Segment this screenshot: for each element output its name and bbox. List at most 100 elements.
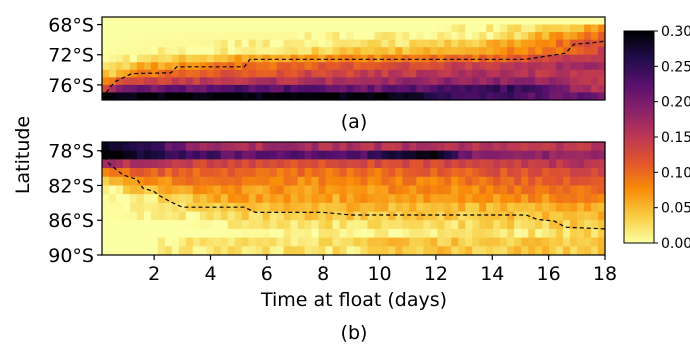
heatmap-cell [437, 194, 445, 204]
heatmap-cell [339, 168, 348, 178]
colorbar-tick-label: 0.20 [661, 95, 690, 111]
heatmap-cell [465, 176, 473, 186]
heatmap-cell [136, 159, 145, 169]
heatmap-cell [318, 69, 327, 78]
heatmap-cell [332, 194, 341, 204]
heatmap-cell [500, 84, 508, 93]
heatmap-cell [507, 142, 515, 152]
heatmap-cell [388, 194, 397, 204]
heatmap-cell [402, 168, 410, 178]
heatmap-cell [178, 246, 187, 256]
heatmap-cell [577, 185, 585, 195]
heatmap-cell [262, 211, 271, 221]
heatmap-cell [185, 185, 194, 195]
heatmap-cell [535, 39, 543, 48]
heatmap-cell [143, 62, 152, 71]
heatmap-cell [465, 202, 473, 212]
heatmap-cell [542, 168, 550, 178]
heatmap-cell [423, 202, 431, 212]
heatmap-cell [269, 211, 278, 221]
heatmap-cell [514, 77, 522, 86]
heatmap-cell [108, 246, 117, 256]
heatmap-cell [402, 194, 410, 204]
heatmap-cell [549, 168, 557, 178]
heatmap-cell [430, 168, 438, 178]
heatmap-cell [206, 150, 215, 160]
heatmap-cell [332, 69, 341, 78]
heatmap-cell [269, 17, 278, 25]
heatmap-cell [199, 84, 208, 93]
heatmap-cell [325, 92, 334, 101]
heatmap-cell [472, 202, 480, 212]
heatmap-cell [122, 228, 131, 239]
heatmap-cell [507, 211, 515, 221]
heatmap-cell [514, 24, 522, 33]
heatmap-cell [367, 159, 376, 169]
heatmap-cell [437, 77, 445, 86]
heatmap-cell [500, 69, 508, 78]
heatmap-cell [521, 47, 529, 56]
heatmap-cell [178, 47, 187, 56]
heatmap-cell [304, 168, 313, 178]
heatmap-cell [311, 194, 320, 204]
heatmap-cell [472, 47, 480, 56]
heatmap-cell [234, 246, 243, 256]
heatmap-cell [206, 228, 215, 239]
heatmap-cell [514, 246, 522, 256]
heatmap-cell [479, 176, 487, 186]
heatmap-cell [388, 92, 397, 101]
heatmap-cell [416, 194, 424, 204]
heatmap-cell [220, 39, 229, 48]
heatmap-cell [276, 142, 285, 152]
heatmap-cell [521, 237, 529, 247]
heatmap-cell [395, 246, 404, 256]
heatmap-cell [234, 142, 243, 152]
heatmap-cell [514, 159, 522, 169]
heatmap-cell [220, 142, 229, 152]
heatmap-cell [129, 246, 138, 256]
heatmap-cell [584, 176, 592, 186]
heatmap-cell [374, 69, 383, 78]
heatmap-cell [584, 92, 592, 101]
heatmap-cell [262, 32, 271, 41]
heatmap-cell [269, 47, 278, 56]
heatmap-cell [276, 194, 285, 204]
heatmap-cell [444, 176, 452, 186]
heatmap-cell [150, 84, 159, 93]
heatmap-cell [136, 220, 145, 230]
heatmap-cell [227, 202, 236, 212]
heatmap-cell [472, 228, 480, 239]
heatmap-cell [206, 237, 215, 247]
heatmap-cell [423, 47, 431, 56]
heatmap-cell [374, 220, 383, 230]
heatmap-cell [143, 228, 152, 239]
heatmap-cell [388, 202, 397, 212]
heatmap-cell [283, 62, 292, 71]
heatmap-cell [220, 84, 229, 93]
heatmap-cell [269, 77, 278, 86]
heatmap-cell [255, 228, 264, 239]
heatmap-cell [227, 32, 236, 41]
heatmap-cell [318, 246, 327, 256]
heatmap-cell [122, 77, 131, 86]
heatmap-cell [402, 17, 410, 25]
heatmap-cell [143, 237, 152, 247]
heatmap-cell [556, 228, 564, 239]
heatmap-cell [171, 194, 180, 204]
heatmap-cell [276, 92, 285, 101]
heatmap-cell [283, 54, 292, 63]
heatmap-cell [479, 62, 487, 71]
heatmap-cell [388, 185, 397, 195]
heatmap-cell [514, 142, 522, 152]
heatmap-cell [549, 150, 557, 160]
heatmap-cell [199, 17, 208, 25]
heatmap-cell [213, 69, 222, 78]
heatmap-cell [102, 77, 110, 86]
heatmap-cell [584, 84, 592, 93]
heatmap-cell [465, 168, 473, 178]
heatmap-cell [458, 17, 466, 25]
heatmap-cell [591, 194, 599, 204]
heatmap-cell [325, 246, 334, 256]
heatmap-cell [206, 84, 215, 93]
heatmap-cell [220, 47, 229, 56]
